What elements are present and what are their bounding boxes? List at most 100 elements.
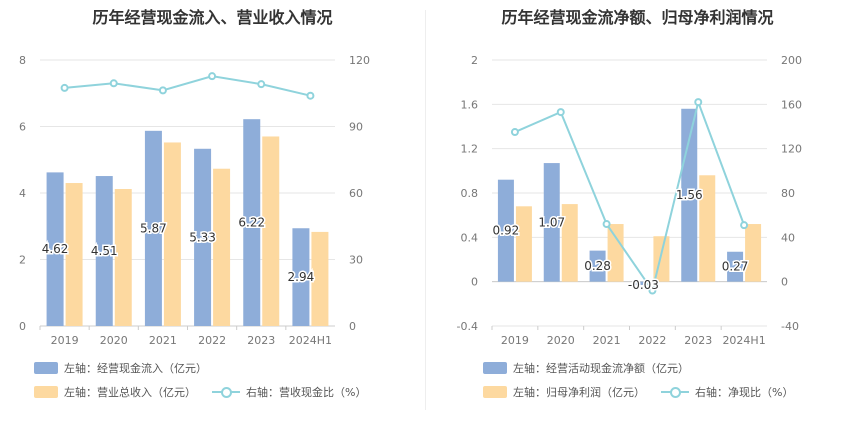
y-right-tick-label: 120 — [781, 143, 802, 156]
bar-data-label: 0.92 — [493, 224, 520, 238]
y-left-tick-label: 0.8 — [461, 187, 479, 200]
x-tick-label: 2023 — [247, 334, 275, 347]
y-left-tick-label: 2 — [19, 254, 26, 267]
legend-item[interactable]: 右轴：净现比（%） — [661, 384, 793, 400]
line-point — [602, 220, 611, 229]
x-tick-label: 2022 — [638, 334, 666, 347]
legend-label: 左轴：经营现金流入（亿元） — [64, 362, 207, 375]
legend-label: 左轴：经营活动现金流净额（亿元） — [513, 362, 689, 375]
chart-plot-right: -0.4 0 0.4 0.8 1.2 1.6 2 -40 0 40 80 120 160 200 2019 2… — [457, 54, 802, 347]
panel-divider — [425, 10, 426, 410]
x-tick-label: 2019 — [501, 334, 529, 347]
bar-2021-secondary — [607, 224, 624, 282]
bar-2024H1-secondary — [745, 224, 762, 282]
bar-2020-secondary — [114, 189, 132, 326]
legend-item[interactable]: 右轴：营收现金比（%） — [212, 384, 366, 400]
y-right-tick-label: 30 — [349, 254, 363, 267]
bar-2022-secondary — [213, 168, 231, 326]
chart-panel-right: 历年经营现金流净额、归母净利润情况 -0.4 0 0.4 0.8 1.2 1.6 2 -40 0… — [425, 0, 850, 437]
bar-data-label: 4.51 — [91, 244, 118, 258]
legend-row-2: 左轴：营业总收入（亿元） 右轴：营收现金比（%） — [34, 384, 382, 400]
chart-title: 历年经营现金流净额、归母净利润情况 — [501, 8, 774, 27]
x-tick-label: 2019 — [51, 334, 79, 347]
legend-row-2: 左轴：归母净利润（亿元） 右轴：净现比（%） — [483, 384, 809, 400]
bar-2021-secondary — [163, 142, 181, 326]
x-tick-label: 2020 — [547, 334, 575, 347]
y-left-tick-label: -0.4 — [457, 320, 478, 333]
x-tick-label: 2021 — [593, 334, 621, 347]
bar-2022-primary — [635, 281, 652, 285]
legend-label: 右轴：营收现金比（%） — [246, 386, 367, 399]
legend-label: 左轴：营业总收入（亿元） — [64, 386, 196, 399]
line-point — [158, 86, 167, 95]
bar-2023-primary — [243, 119, 261, 326]
line-point — [556, 108, 565, 117]
legend-row-1: 左轴：经营活动现金流净额（亿元） — [483, 360, 705, 376]
y-right-tick-label: 90 — [349, 121, 363, 134]
bar-2020-primary — [543, 163, 560, 282]
bar-data-label: 4.62 — [42, 242, 69, 256]
y-right-tick-label: 0 — [781, 276, 788, 289]
y-left-tick-label: 2 — [471, 54, 478, 67]
bar-2019-primary — [46, 172, 64, 326]
line-point — [306, 91, 315, 100]
bar-2020-primary — [95, 176, 113, 326]
y-left-tick-label: 6 — [19, 121, 26, 134]
bar-2020-secondary — [561, 204, 578, 282]
bar-2021-primary — [144, 130, 162, 326]
line-series — [64, 75, 311, 97]
y-left-tick-label: 0.4 — [461, 231, 479, 244]
bar-2022-primary — [194, 148, 212, 326]
bar-data-label: 0.28 — [584, 259, 611, 273]
line-point — [648, 286, 657, 295]
bar-data-label: -0.03 — [628, 278, 659, 292]
bar-2019-secondary — [65, 183, 83, 326]
y-right-tick-label: 0 — [349, 320, 356, 333]
line-point — [694, 98, 703, 107]
y-right-tick-label: 60 — [349, 187, 363, 200]
line-point — [740, 221, 749, 230]
legend-item[interactable]: 左轴：营业总收入（亿元） — [34, 384, 196, 400]
x-tick-label: 2021 — [149, 334, 177, 347]
bar-2024H1-primary — [727, 251, 744, 282]
legend-item[interactable]: 左轴：经营现金流入（亿元） — [34, 360, 207, 376]
legend-label: 左轴：归母净利润（亿元） — [513, 386, 645, 399]
bar-2024H1-secondary — [311, 231, 329, 326]
line-point — [60, 83, 69, 92]
legend-swatch — [34, 362, 58, 374]
bar-data-label: 5.33 — [189, 230, 216, 244]
legend-swatch — [34, 386, 58, 398]
legend-row-1: 左轴：经营现金流入（亿元） — [34, 360, 223, 376]
y-left-tick-label: 4 — [19, 187, 26, 200]
bar-data-label: 1.07 — [538, 215, 565, 229]
chart-panel-left: 历年经营现金流入、营业收入情况 0 2 4 6 8 0 30 60 90 120 2019 2020 2… — [19, 8, 382, 400]
legend-swatch — [212, 386, 240, 398]
legend-item[interactable]: 左轴：经营活动现金流净额（亿元） — [483, 360, 689, 376]
y-right-tick-label: 120 — [349, 54, 370, 67]
bar-2019-secondary — [515, 206, 532, 282]
legend-swatch — [661, 386, 689, 398]
y-right-tick-label: 80 — [781, 187, 795, 200]
bar-2019-primary — [497, 179, 514, 282]
bar-data-label: 0.27 — [722, 260, 749, 274]
legend-swatch — [483, 386, 507, 398]
line-series — [514, 98, 746, 293]
y-left-tick-label: 0 — [471, 276, 478, 289]
y-left-tick-label: 1.6 — [461, 98, 479, 111]
legend-item[interactable]: 左轴：归母净利润（亿元） — [483, 384, 645, 400]
bar-2021-primary — [589, 250, 606, 282]
y-right-tick-label: 40 — [781, 231, 795, 244]
bar-data-label: 5.87 — [140, 221, 167, 235]
y-left-tick-label: 8 — [19, 54, 26, 67]
x-tick-label: 2024H1 — [722, 334, 765, 347]
y-right-tick-label: 200 — [781, 54, 802, 67]
bar-data-label: 1.56 — [676, 188, 703, 202]
legend-label: 右轴：净现比（%） — [695, 386, 794, 399]
x-tick-label: 2022 — [198, 334, 226, 347]
y-left-tick-label: 0 — [19, 320, 26, 333]
y-right-tick-label: 160 — [781, 98, 802, 111]
y-right-tick-label: -40 — [781, 320, 799, 333]
bar-2023-secondary — [699, 175, 716, 282]
bar-data-label: 6.22 — [238, 216, 265, 230]
line-point — [257, 80, 266, 89]
